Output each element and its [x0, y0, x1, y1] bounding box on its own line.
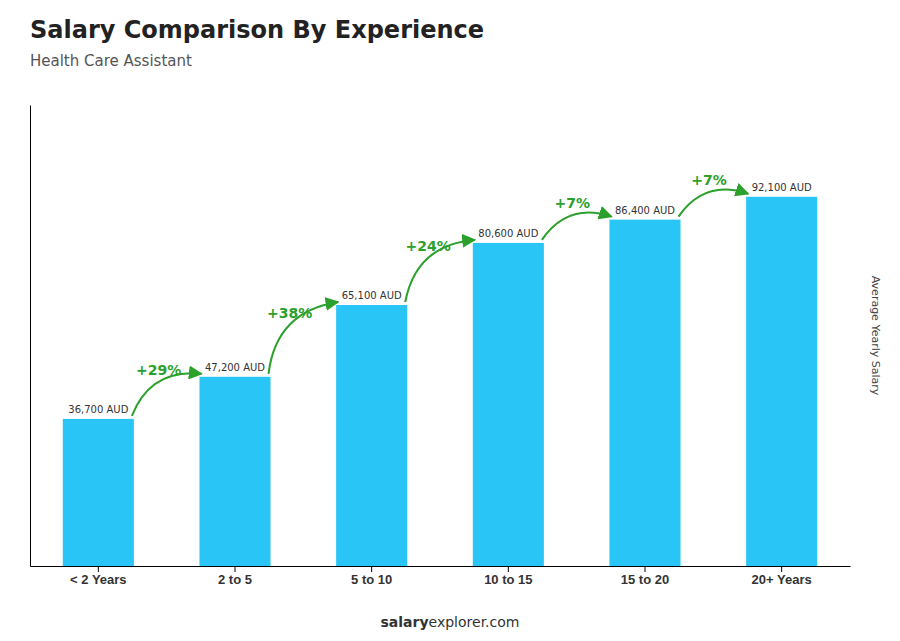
- data-label: 47,200 AUD: [205, 362, 265, 373]
- bar: [473, 243, 544, 566]
- x-tick: 2 to 5: [218, 566, 252, 587]
- data-label: 65,100 AUD: [342, 290, 402, 301]
- data-label: 36,700 AUD: [68, 404, 128, 415]
- x-tick-label: 10 to 15: [484, 572, 532, 587]
- y-axis-label: Average Yearly Salary: [869, 276, 882, 396]
- chart: Salary Comparison By Experience Health Ca…: [0, 0, 900, 641]
- footer-part: explorer.com: [429, 614, 520, 630]
- y-axis: [30, 106, 31, 567]
- x-tick-mark: [645, 566, 646, 572]
- footer-part: salary: [381, 614, 429, 630]
- change-label: +29%: [136, 362, 181, 378]
- change-label: +24%: [406, 238, 451, 254]
- bar: [199, 377, 270, 566]
- x-tick: 10 to 15: [484, 566, 532, 587]
- x-tick-label: < 2 Years: [70, 572, 127, 587]
- data-labels: 36,700 AUD 47,200 AUD 65,100 AUD 80,600 AUD…: [68, 182, 812, 415]
- data-label: 86,400 AUD: [615, 205, 675, 216]
- data-label: 92,100 AUD: [752, 182, 812, 193]
- x-axis: < 2 Years 2 to 5 5 to 10 10 to 15 15 to 20 20…: [31, 566, 851, 587]
- x-tick: 5 to 10: [351, 566, 392, 587]
- x-tick: 15 to 20: [621, 566, 669, 587]
- x-tick-mark: [508, 566, 509, 572]
- title: Salary Comparison By Experience: [30, 16, 484, 44]
- x-tick-label: 5 to 10: [351, 572, 392, 587]
- bar: [746, 197, 817, 566]
- bars: [63, 197, 817, 566]
- x-tick-label: 20+ Years: [752, 572, 812, 587]
- x-tick-mark: [98, 566, 99, 572]
- x-tick-label: 15 to 20: [621, 572, 669, 587]
- change-arc: [132, 373, 202, 416]
- change-arc: [679, 190, 749, 217]
- x-axis-line: [31, 566, 851, 567]
- x-tick-mark: [781, 566, 782, 572]
- change-label: +38%: [267, 305, 312, 321]
- change-label: +7%: [554, 195, 590, 211]
- plot: < 2 Years 2 to 5 5 to 10 10 to 15 15 to 20 20…: [31, 106, 851, 588]
- change-label: +7%: [691, 172, 727, 188]
- bar: [63, 419, 134, 566]
- x-tick-mark: [371, 566, 372, 572]
- x-tick-mark: [235, 566, 236, 572]
- footer: salaryexplorer.com: [381, 614, 520, 630]
- subtitle: Health Care Assistant: [30, 52, 192, 70]
- bar: [609, 220, 680, 566]
- change-arc: [542, 212, 612, 239]
- y-axis-line: [30, 106, 31, 567]
- x-tick: < 2 Years: [70, 566, 127, 587]
- x-tick: 20+ Years: [752, 566, 812, 587]
- change-arcs: +29% +38% +24% +7% +7%: [132, 172, 748, 416]
- x-tick-label: 2 to 5: [218, 572, 252, 587]
- data-label: 80,600 AUD: [478, 228, 538, 239]
- bar: [336, 305, 407, 566]
